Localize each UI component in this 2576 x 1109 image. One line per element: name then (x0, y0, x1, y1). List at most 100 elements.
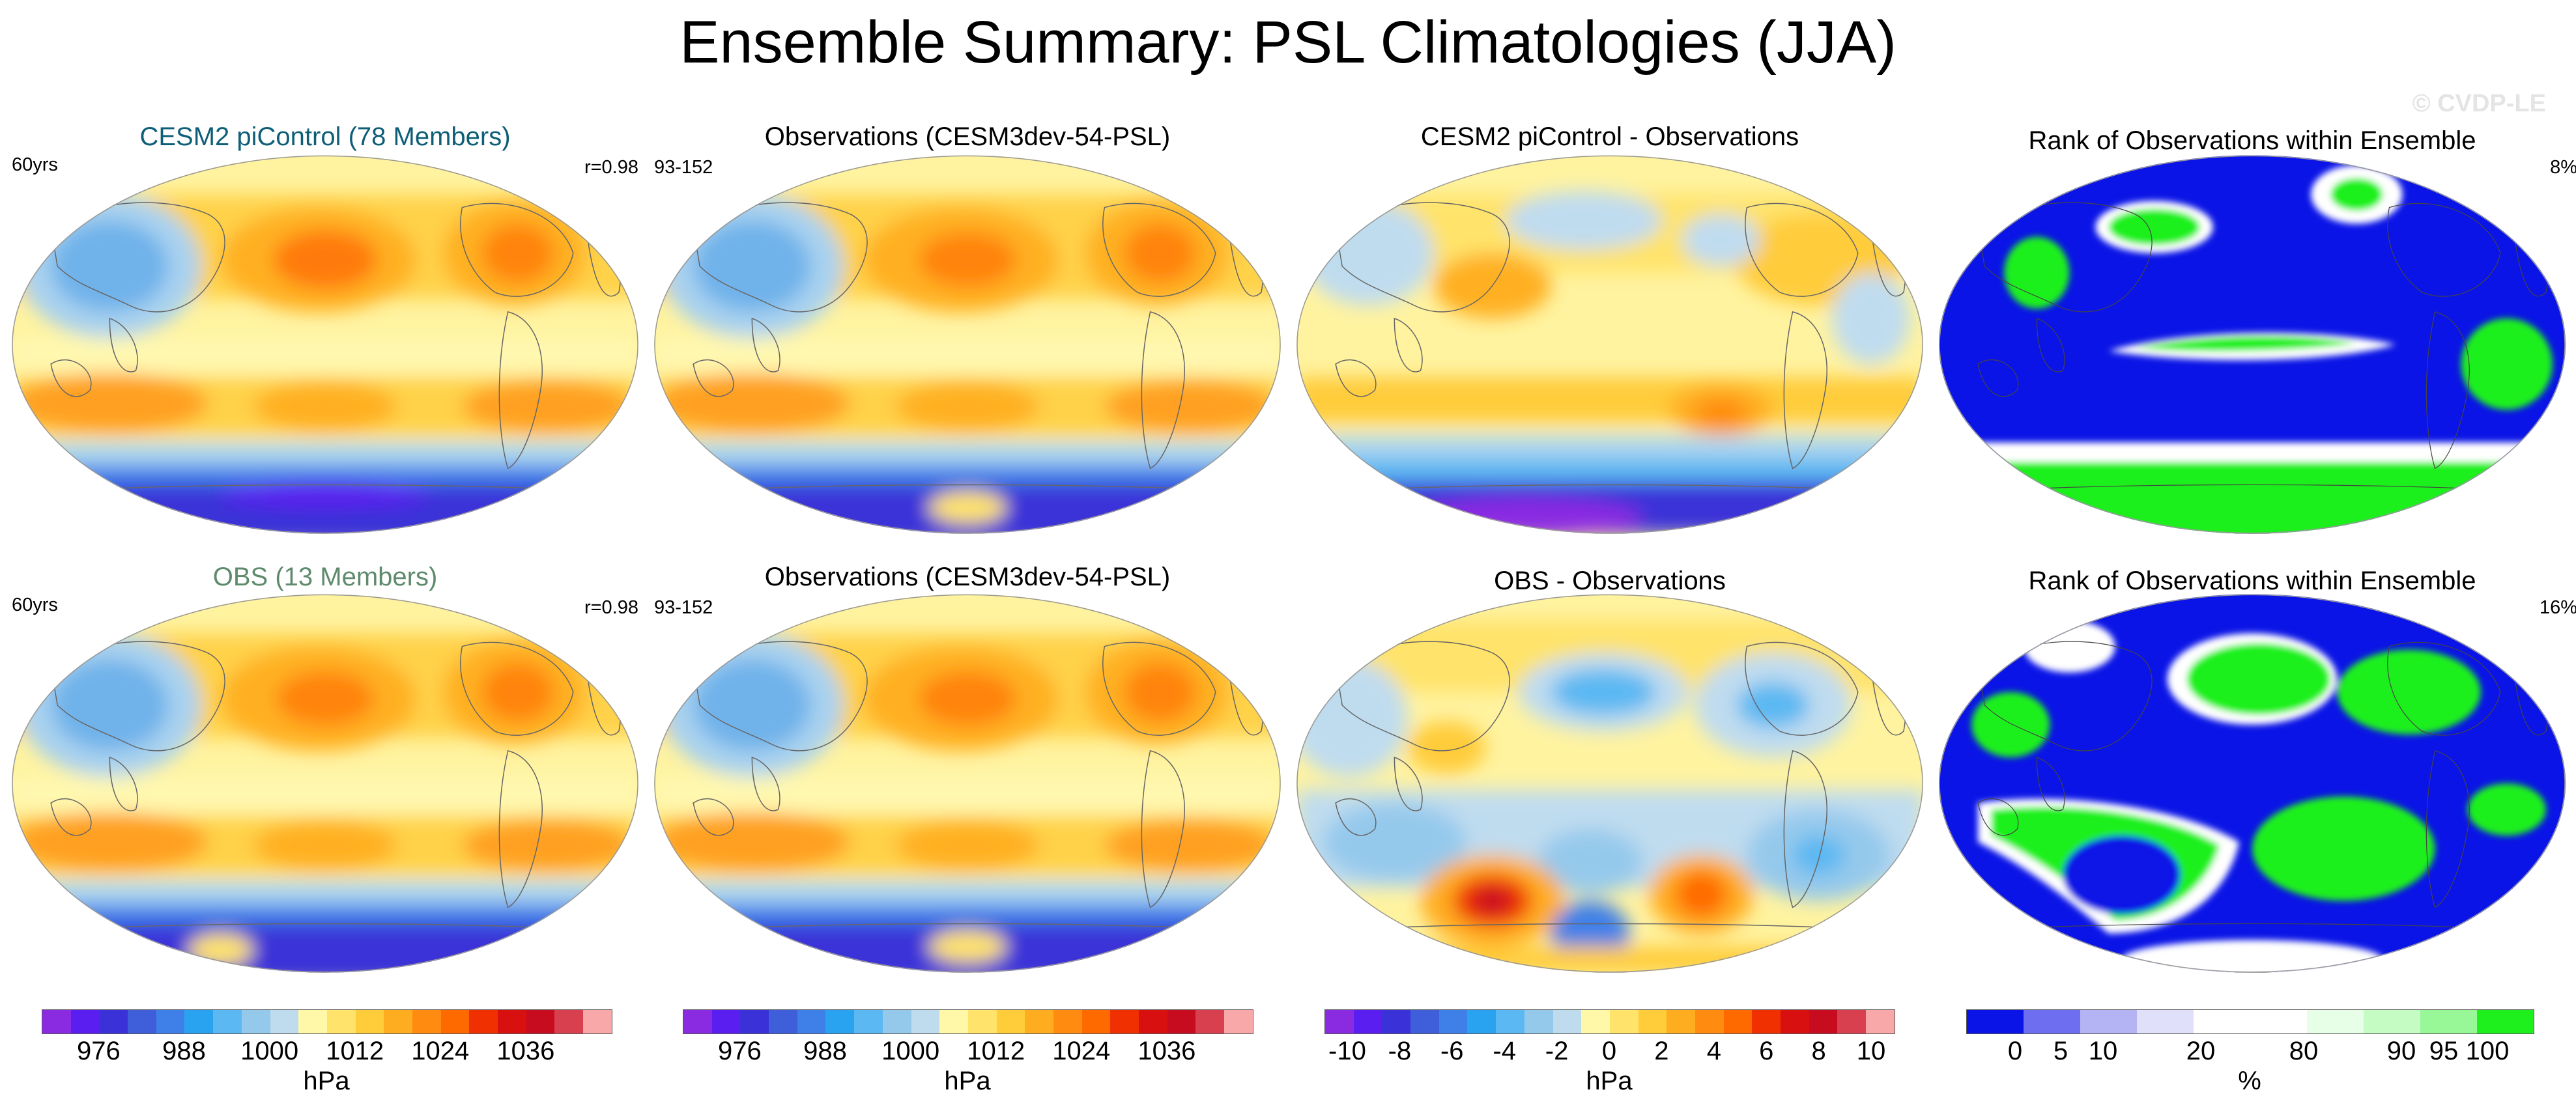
figure-title: Ensemble Summary: PSL Climatologies (JJA… (680, 9, 1896, 76)
colorbar-swatch (1467, 1010, 1496, 1033)
panel-rank-observations-2: Rank of Observations within Ensemble 16% (1939, 561, 2576, 978)
tick-label: -8 (1388, 1037, 1412, 1065)
colorbar-swatch (554, 1010, 584, 1033)
psl-map (12, 155, 638, 534)
psl-map (654, 155, 1281, 534)
tick-label: 2 (1654, 1037, 1669, 1065)
colorbar-swatch (1167, 1010, 1196, 1033)
tick-label: 10 (1856, 1037, 1886, 1065)
panel-title: CESM2 piControl (78 Members) (139, 122, 511, 151)
colorbar-swatch (1524, 1010, 1553, 1033)
colorbar-swatch (911, 1010, 940, 1033)
colorbar-swatch (996, 1010, 1025, 1033)
colorbar-swatch (1139, 1010, 1167, 1033)
colorbar-swatch (1325, 1010, 1354, 1033)
colorbar-swatch (2194, 1010, 2250, 1033)
colorbar-swatch (1837, 1010, 1867, 1033)
colorbar-swatch (498, 1010, 526, 1033)
panel-observations-climatology-2: Observations (CESM3dev-54-PSL) 93-152 (654, 561, 1281, 978)
colorbar-swatch (1110, 1010, 1139, 1033)
colorbar-swatch (128, 1010, 156, 1033)
colorbar-swatch (967, 1010, 997, 1033)
colorbar-swatch (2420, 1010, 2477, 1033)
colorbar-swatch (1752, 1010, 1781, 1033)
colorbar-swatch (797, 1010, 826, 1033)
tick-label: 5 (2053, 1037, 2068, 1065)
colorbar-swatch (241, 1010, 270, 1033)
colorbar-swatch (70, 1010, 100, 1033)
years-label: 60yrs (12, 154, 58, 175)
colorbar-swatch (2477, 1010, 2534, 1033)
colorbar-swatch (1438, 1010, 1468, 1033)
colorbar-swatch (213, 1010, 242, 1033)
years-label: 93-152 (654, 157, 713, 178)
colorbar-swatch (1866, 1010, 1895, 1033)
colorbar-swatch (469, 1010, 498, 1033)
tick-label: 90 (2386, 1037, 2416, 1065)
colorbar-swatch (2137, 1010, 2194, 1033)
colorbar-swatches (683, 1009, 1253, 1034)
colorbar-swatch (156, 1010, 185, 1033)
tick-label: 976 (718, 1037, 762, 1065)
panel-title: CESM2 piControl - Observations (1420, 122, 1799, 151)
tick-label: 1036 (1138, 1037, 1196, 1065)
colorbar-swatch (412, 1010, 441, 1033)
percent-label: 16% (2539, 597, 2576, 618)
colorbar-swatch (583, 1010, 612, 1033)
tick-label: 20 (2186, 1037, 2216, 1065)
colorbar-swatch (326, 1010, 356, 1033)
colorbar-swatch (2080, 1010, 2137, 1033)
tick-label: 1024 (1052, 1037, 1111, 1065)
colorbar-swatch (1081, 1010, 1111, 1033)
colorbar-swatch (42, 1010, 71, 1033)
colorbar-swatch (2364, 1010, 2420, 1033)
tick-label: 95 (2429, 1037, 2459, 1065)
colorbar-swatch (1496, 1010, 1524, 1033)
tick-label: 10 (2088, 1037, 2118, 1065)
tick-label: 4 (1706, 1037, 1721, 1065)
colorbar-swatch (1809, 1010, 1838, 1033)
panel-cesm2-climatology: CESM2 piControl (78 Members) 60yrs r=0.9… (12, 121, 638, 538)
percent-label: 8% (2550, 157, 2576, 178)
tick-label: -2 (1545, 1037, 1569, 1065)
rank-map (1939, 594, 2566, 973)
colorbar-swatch (1382, 1010, 1411, 1033)
psl-map (12, 594, 638, 973)
colorbar-swatch (526, 1010, 555, 1033)
tick-label: -6 (1440, 1037, 1464, 1065)
colorbar-swatch (1553, 1010, 1582, 1033)
colorbar-swatch (2024, 1010, 2080, 1033)
colorbar-swatch (1581, 1010, 1610, 1033)
colorbar-swatch (270, 1010, 299, 1033)
colorbar-swatch (1609, 1010, 1639, 1033)
rank-map (1939, 155, 2566, 534)
colorbar-swatch (184, 1010, 214, 1033)
colorbar-swatch (1723, 1010, 1753, 1033)
tick-label: 0 (1601, 1037, 1617, 1065)
colorbar-swatch (711, 1010, 741, 1033)
colorbar-swatch (1224, 1010, 1253, 1033)
colorbar-unit: hPa (1586, 1067, 1633, 1095)
tick-label: 976 (77, 1037, 121, 1065)
panel-rank-observations: Rank of Observations within Ensemble 8% (1939, 121, 2576, 538)
colorbar-swatch (1195, 1010, 1225, 1033)
panel-obs-minus-observations: OBS - Observations (1296, 561, 1923, 978)
difference-map (1296, 155, 1923, 534)
colorbar-swatch (440, 1010, 470, 1033)
colorbar-swatch (740, 1010, 769, 1033)
tick-label: 988 (162, 1037, 206, 1065)
colorbar-swatch (1410, 1010, 1439, 1033)
years-label: 93-152 (654, 597, 713, 618)
colorbar-swatch (939, 1010, 968, 1033)
correlation-label: r=0.98 (584, 597, 638, 618)
colorbar-swatch (298, 1010, 327, 1033)
panel-cesm2-minus-observations: CESM2 piControl - Observations (1296, 121, 1923, 538)
colorbar-swatch (384, 1010, 412, 1033)
colorbar-swatches (42, 1009, 612, 1034)
colorbar-swatch (99, 1010, 128, 1033)
colorbar-swatch (2307, 1010, 2364, 1033)
tick-label: -4 (1493, 1037, 1516, 1065)
colorbar-swatch (882, 1010, 911, 1033)
colorbar-swatch (1967, 1010, 2024, 1033)
colorbar-swatch (355, 1010, 384, 1033)
